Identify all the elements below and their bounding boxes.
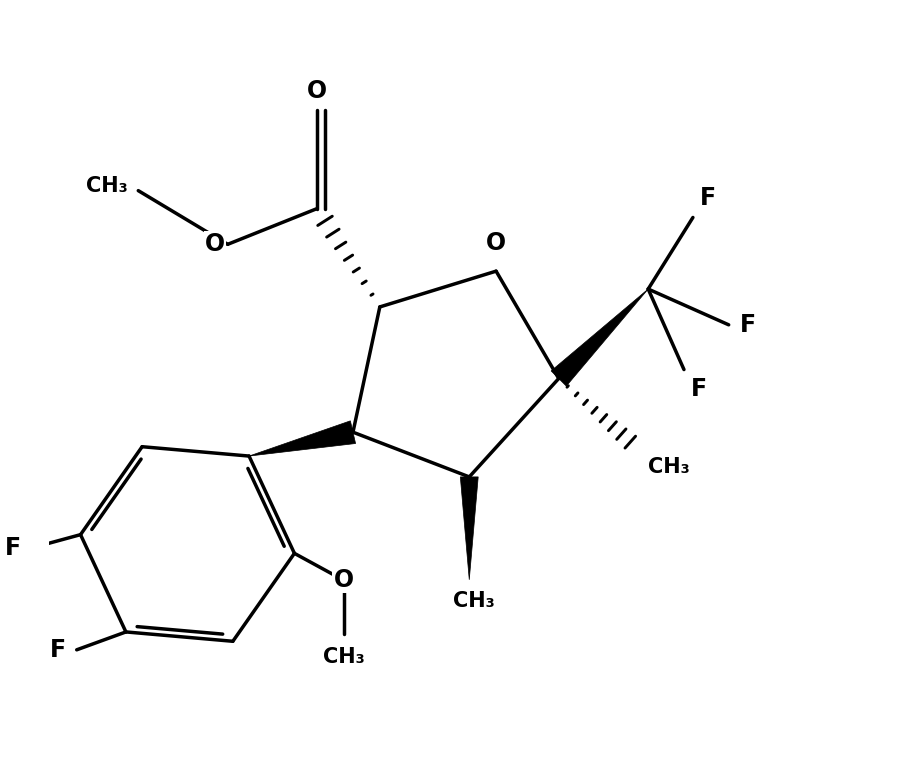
Text: F: F [740, 313, 756, 337]
Text: O: O [334, 569, 354, 592]
Text: O: O [205, 232, 225, 257]
Text: F: F [691, 377, 707, 400]
Text: O: O [486, 231, 506, 255]
Text: O: O [307, 79, 327, 103]
Text: F: F [5, 536, 21, 560]
Text: CH₃: CH₃ [453, 590, 494, 610]
Polygon shape [551, 289, 649, 386]
Text: F: F [700, 186, 716, 210]
Text: CH₃: CH₃ [86, 176, 127, 196]
Text: CH₃: CH₃ [323, 647, 364, 667]
Text: CH₃: CH₃ [649, 457, 690, 477]
Polygon shape [249, 421, 355, 456]
Text: F: F [50, 638, 66, 662]
Polygon shape [460, 477, 478, 580]
